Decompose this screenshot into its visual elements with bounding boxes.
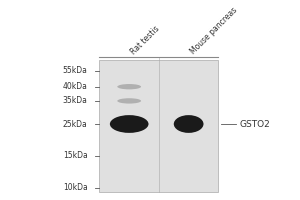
FancyBboxPatch shape [100, 60, 218, 192]
Ellipse shape [117, 98, 141, 104]
Text: 55kDa: 55kDa [63, 66, 88, 75]
Text: 35kDa: 35kDa [63, 96, 88, 105]
Text: 15kDa: 15kDa [63, 151, 88, 160]
Ellipse shape [174, 115, 203, 133]
Text: 40kDa: 40kDa [63, 82, 88, 91]
Ellipse shape [110, 115, 148, 133]
Text: 10kDa: 10kDa [63, 183, 88, 192]
Text: Rat testis: Rat testis [129, 24, 161, 56]
Text: GSTO2: GSTO2 [239, 120, 270, 129]
Ellipse shape [117, 84, 141, 89]
Text: Mouse pancreas: Mouse pancreas [189, 6, 239, 56]
Text: 25kDa: 25kDa [63, 120, 88, 129]
